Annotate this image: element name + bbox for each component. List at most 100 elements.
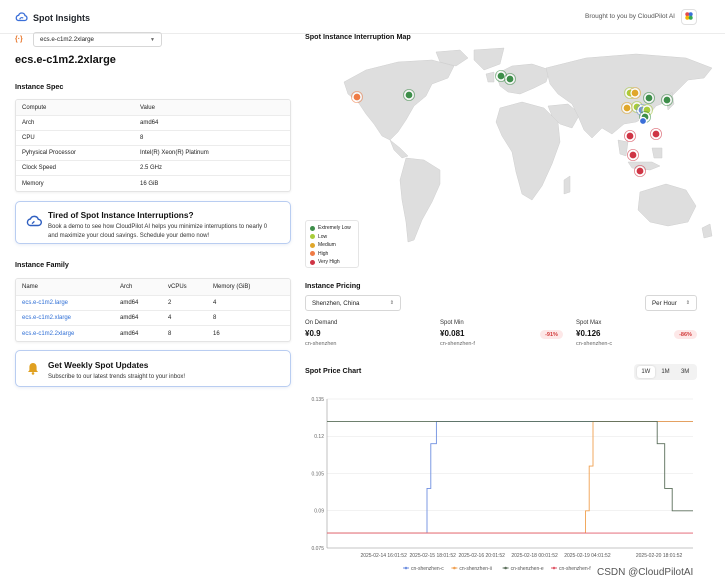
pricing-title: Instance Pricing xyxy=(305,281,361,290)
legend-dot xyxy=(310,234,315,240)
legend-label: cn-shenzhen-ii xyxy=(459,566,492,571)
brand[interactable]: Spot Insights xyxy=(15,11,90,24)
cloud-logo-icon xyxy=(15,11,28,24)
y-tick-label: 0.075 xyxy=(311,546,324,552)
family-col-vcpus: vCPUs xyxy=(168,284,187,290)
cloud-gauge-icon xyxy=(26,214,42,229)
family-link[interactable]: ecs.e-c1m2.large xyxy=(22,300,69,306)
family-arch: amd64 xyxy=(120,330,139,337)
range-toggle: 1W 1M 3M xyxy=(634,364,697,380)
spec-key: Pyhysical Processor xyxy=(22,150,77,156)
family-arch: amd64 xyxy=(120,315,139,321)
cloudpilot-logo-button[interactable] xyxy=(681,9,697,25)
spot-price-chart[interactable]: 0.075 0.09 0.105 0.12 0.135 2025-02-14 16:01:… xyxy=(305,393,700,571)
demo-promo-title: Tired of Spot Instance Interruptions? xyxy=(48,210,194,220)
spot-max-zone: cn-shenzhen-c xyxy=(576,341,613,347)
x-tick-label: 2025-02-18 00:01:52 xyxy=(511,553,558,559)
updates-promo-title: Get Weekly Spot Updates xyxy=(48,360,149,370)
legend-label: Medium xyxy=(318,242,336,249)
legend-dot xyxy=(310,251,315,257)
demo-promo-desc-2: and maximize your cloud savings. Schedul… xyxy=(48,233,210,239)
family-header-row: Name Arch vCPUs Memory (GiB) xyxy=(16,279,290,296)
family-vcpus: 2 xyxy=(168,300,172,306)
family-link[interactable]: ecs.e-c1m2.2xlarge xyxy=(22,330,75,337)
spot-max-discount-badge: -86% xyxy=(674,330,697,339)
spec-row: Clock Speed 2.5 GHz xyxy=(16,161,290,176)
spec-key: Memory xyxy=(22,180,44,187)
price-chart-title: Spot Price Chart xyxy=(305,366,362,375)
family-col-arch: Arch xyxy=(120,284,133,290)
watermark-text: CSDN @CloudPilotAI xyxy=(597,567,694,578)
family-link[interactable]: ecs.e-c1m2.xlarge xyxy=(22,315,72,321)
family-vcpus: 8 xyxy=(168,330,172,337)
legend-marker xyxy=(404,566,408,570)
range-1w-button[interactable]: 1W xyxy=(636,366,655,378)
brought-by-text: Brought to you by CloudPilot AI xyxy=(585,13,675,20)
spec-value: Intel(R) Xeon(R) Platinum xyxy=(140,150,209,156)
spec-row: Memory 16 GiB xyxy=(16,176,290,191)
legend-dot xyxy=(310,225,315,231)
x-tick-label: 2025-02-14 16:01:52 xyxy=(360,553,407,559)
legend-marker xyxy=(453,566,456,570)
unit-select[interactable]: Per Hour ⇕ xyxy=(645,295,697,311)
on-demand-price: On Demand ¥0.9 cn-shenzhen xyxy=(305,320,337,347)
legend-dot xyxy=(310,259,315,265)
world-map-svg xyxy=(343,47,713,243)
spec-header-key: Compute xyxy=(22,104,47,111)
spec-value: 16 GiB xyxy=(140,180,159,187)
table-row: ecs.e-c1m2.xlarge amd64 4 8 xyxy=(16,311,290,326)
cloudpilot-logo-icon xyxy=(684,11,694,23)
spot-min-value: ¥0.081 xyxy=(440,329,465,338)
region-select[interactable]: Shenzhen, China ⇕ xyxy=(305,295,401,311)
x-tick-label: 2025-02-16 20:01:52 xyxy=(459,553,506,559)
family-col-memory: Memory (GiB) xyxy=(213,284,251,290)
table-row: ecs.e-c1m2.large amd64 2 4 xyxy=(16,296,290,311)
spot-min-discount-badge: -91% xyxy=(540,330,563,339)
legend-label: cn-shenzhen-e xyxy=(511,566,544,571)
updates-promo-desc: Subscribe to our latest trends straight … xyxy=(48,374,186,380)
range-3m-button[interactable]: 3M xyxy=(680,369,690,375)
family-memory: 8 xyxy=(213,315,217,321)
interruption-map[interactable] xyxy=(336,44,720,266)
top-bar: Spot Insights Brought to you by CloudPil… xyxy=(0,0,725,34)
on-demand-zone: cn-shenzhen xyxy=(305,341,337,347)
table-row: ecs.e-c1m2.2xlarge amd64 8 16 xyxy=(16,326,290,341)
spec-row: CPU 8 xyxy=(16,131,290,146)
bell-icon xyxy=(27,362,39,377)
legend-label: Very High xyxy=(318,259,340,266)
demo-promo-card[interactable]: Tired of Spot Instance Interruptions? Bo… xyxy=(15,201,291,244)
spec-table: Compute Value Arch amd64 CPU 8 Pyhysical… xyxy=(15,99,291,192)
spec-value: 2.5 GHz xyxy=(140,165,163,171)
family-vcpus: 4 xyxy=(168,315,172,321)
y-tick-label: 0.12 xyxy=(314,434,324,440)
spec-row: Arch amd64 xyxy=(16,116,290,131)
spec-value: amd64 xyxy=(140,120,159,126)
legend-dot xyxy=(310,242,315,248)
legend-item: Extremely Low xyxy=(310,224,354,233)
x-tick-label: 2025-02-19 04:01:52 xyxy=(564,553,611,559)
code-brackets-icon: {·} xyxy=(15,36,23,43)
family-memory: 16 xyxy=(213,330,220,337)
legend-label: cn-shenzhen-f xyxy=(559,566,591,571)
x-tick-label: 2025-02-15 18:01:52 xyxy=(409,553,456,559)
spot-max-price: Spot Max ¥0.126 cn-shenzhen-c xyxy=(576,320,612,347)
spot-min-zone: cn-shenzhen-f xyxy=(440,341,475,347)
spec-header-row: Compute Value xyxy=(16,100,290,116)
updates-promo-card[interactable]: Get Weekly Spot Updates Subscribe to our… xyxy=(15,350,291,387)
series-line-cn-shenzhen-c xyxy=(327,420,693,534)
instance-select[interactable]: ecs.e-c1m2.2xlarge ▼ xyxy=(33,32,162,47)
region-markers[interactable] xyxy=(350,69,673,178)
family-memory: 4 xyxy=(213,300,217,306)
family-title: Instance Family xyxy=(15,260,69,269)
y-tick-label: 0.105 xyxy=(311,471,324,477)
chevron-updown-icon: ⇕ xyxy=(685,300,690,306)
spot-max-value: ¥0.126 xyxy=(576,329,601,338)
family-col-name: Name xyxy=(22,284,39,290)
spec-header-value: Value xyxy=(140,104,155,111)
spec-key: Clock Speed xyxy=(22,165,57,171)
range-1m-button[interactable]: 1M xyxy=(661,369,670,375)
series-line-cn-shenzhen-ii xyxy=(327,420,693,534)
spec-key: CPU xyxy=(22,135,35,141)
instance-select-row: {·} ecs.e-c1m2.2xlarge ▼ xyxy=(15,32,162,47)
x-tick-label: 2025-02-20 18:01:52 xyxy=(636,553,683,559)
